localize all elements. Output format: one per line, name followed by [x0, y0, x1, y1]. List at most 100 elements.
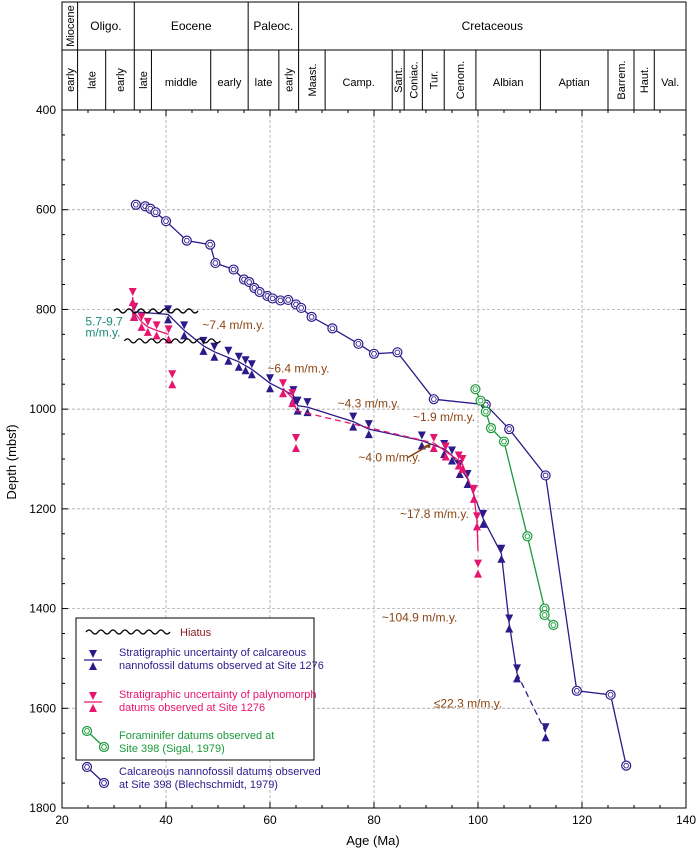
legend-label: Stratigraphic uncertainty of palynomorph	[119, 689, 317, 701]
legend-label: at Site 398 (Blechschmidt, 1979)	[119, 779, 278, 791]
site1276-nanno-point	[349, 412, 358, 431]
timescale-header: Miocene Oligo. Eocene Paleoc. Cretaceous earl…	[61, 1, 687, 111]
site398-nanno-point	[540, 470, 551, 481]
palyno-point	[279, 379, 287, 398]
palyno-point	[474, 559, 482, 578]
foram-point	[480, 406, 491, 417]
stage-label: Albian	[493, 77, 524, 89]
palyno-point	[292, 434, 300, 453]
legend-marker	[98, 777, 110, 789]
rate-annotation: m/m.y.	[85, 325, 120, 339]
stage-label: middle	[165, 77, 197, 89]
site1276-nanno-dashed	[516, 673, 547, 733]
site1276-nanno-point	[180, 321, 189, 340]
y-axis-label: Depth (mbsf)	[4, 424, 19, 499]
annotations: 5.7-9.7m/m.y. ~7.4 m/m.y. ~6.4 m/m.y. ~4.3 …	[85, 314, 502, 710]
foram-point	[475, 395, 486, 406]
stage-label: late	[138, 71, 150, 89]
legend-marker	[89, 692, 97, 700]
x-tick-label: 40	[159, 813, 173, 827]
site398-nanno-point	[130, 199, 141, 210]
rate-arrowhead	[422, 443, 431, 449]
site1276-nanno-point	[164, 305, 173, 324]
site1276-nanno-point	[513, 664, 521, 683]
x-tick-label: 20	[55, 813, 69, 827]
y-tick-label: 1200	[29, 502, 56, 516]
legend-marker	[89, 650, 97, 658]
site398-nanno-point	[571, 685, 582, 696]
x-tick-label: 140	[676, 813, 696, 827]
epoch-label: Cretaceous	[462, 19, 523, 33]
y-tick-label: 400	[36, 103, 56, 117]
foram-point	[470, 384, 481, 395]
site1276-nanno-line	[134, 311, 518, 674]
site1276-nanno-point	[266, 374, 274, 393]
site1276-nanno-point	[505, 614, 514, 633]
site398-nanno-point	[504, 423, 515, 435]
site1276-nanno-point	[234, 352, 243, 371]
palyno-point	[472, 512, 481, 531]
site1276-nanno-point	[199, 336, 208, 355]
site1276-nanno-point	[479, 509, 488, 528]
legend-marker	[89, 704, 97, 712]
epoch-label: Miocene	[65, 5, 77, 47]
site398-nanno-point	[605, 689, 616, 700]
palyno-point	[168, 370, 177, 389]
epoch-label: Oligo.	[90, 19, 121, 33]
legend-label: Site 398 (Sigal, 1979)	[119, 743, 225, 755]
stage-label: Aptian	[559, 77, 590, 89]
site1276-nanno-point	[241, 356, 250, 375]
rate-annotation: ~17.8 m/m.y.	[400, 507, 469, 521]
legend-label: datums observed at Site 1276	[119, 702, 265, 714]
legend-marker	[98, 741, 110, 753]
legend-hiatus-label: Hiatus	[180, 627, 212, 639]
stage-label: Cenom.	[455, 61, 467, 100]
rate-annotation: ~104.9 m/m.y.	[382, 611, 457, 625]
stage-label: Val.	[661, 77, 679, 89]
x-tick-label: 60	[263, 813, 277, 827]
site1276-nanno-point	[497, 544, 506, 563]
palyno-point	[288, 389, 297, 408]
foram-point	[548, 619, 559, 631]
hiatus-line	[123, 338, 221, 344]
site1276-nanno-point	[210, 342, 219, 361]
site398-nanno-point	[392, 347, 403, 358]
stage-label: late	[87, 71, 99, 89]
stage-label: Sant.	[393, 67, 405, 93]
legend-label: Calcareous nannofossil datums observed	[119, 766, 321, 778]
legend-marker	[81, 725, 93, 737]
palyno-point	[429, 434, 438, 453]
site1276-nanno-point	[448, 446, 456, 465]
legend-label: nannofossil datums observed at Site 1276	[119, 660, 324, 672]
rate-annotation: 5.7-9.7	[85, 314, 123, 328]
palyno-point	[441, 442, 450, 461]
site1276-nanno-point	[247, 360, 256, 379]
palyno-line	[133, 311, 169, 336]
palyno-point	[469, 484, 478, 503]
x-axis-label: Age (Ma)	[346, 833, 399, 848]
site398-nanno-point	[428, 394, 439, 405]
foram-point	[498, 436, 510, 447]
rate-annotation: ≤22.3 m/m.y.	[434, 696, 502, 710]
palyno-point	[152, 321, 161, 340]
y-tick-label: 600	[36, 203, 56, 217]
rate-annotation: ~4.3 m/m.y.	[338, 397, 400, 411]
stage-label: Maast.	[307, 63, 319, 96]
y-tick-label: 1800	[29, 801, 56, 815]
rate-annotation: ~6.4 m/m.y.	[267, 362, 329, 376]
site398-nanno-point	[296, 302, 307, 314]
foram-line	[474, 388, 554, 626]
palyno-point	[458, 454, 467, 473]
palyno-point	[129, 302, 138, 321]
epoch-label: Paleoc.	[253, 19, 293, 33]
palyno-dashed	[295, 409, 434, 444]
palyno-line3	[433, 442, 479, 552]
y-tick-label: 1600	[29, 701, 56, 715]
site398-nanno-point	[205, 239, 216, 250]
stage-label: early	[115, 68, 127, 92]
legend-box	[75, 617, 315, 761]
stage-label: Tur.	[428, 71, 440, 90]
site398-nanno-point	[244, 276, 255, 288]
rate-annotation: ~1.9 m/m.y.	[413, 410, 475, 424]
